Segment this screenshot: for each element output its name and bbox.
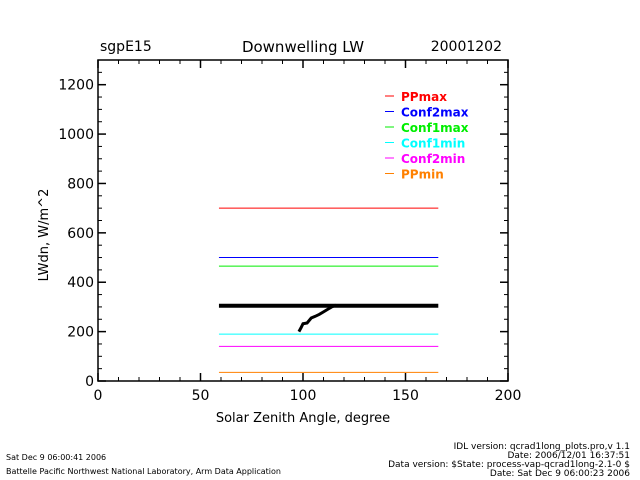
site-label: sgpE15 (100, 39, 152, 55)
x-tick-label: 200 (495, 388, 522, 404)
footer-right-3: Data version: $State: process-vap-qcrad1… (388, 460, 630, 470)
y-tick-label: 1200 (58, 78, 94, 94)
y-tick-label: 200 (67, 325, 94, 341)
x-tick-label: 150 (392, 388, 419, 404)
footer-right-4: Date: Sat Dec 9 06:00:23 2006 (490, 469, 630, 479)
y-tick-label: 1000 (58, 127, 94, 143)
legend-label: Conf2max (401, 106, 469, 120)
y-tick-label: 0 (85, 374, 94, 390)
y-tick-label: 800 (67, 176, 94, 192)
footer-left-1: Sat Dec 9 06:00:41 2006 (6, 453, 106, 462)
x-tick-label: 50 (192, 388, 210, 404)
legend-label: Conf1min (401, 137, 465, 151)
limit-lines (218, 207, 439, 373)
footer-left-2: Battelle Pacific Northwest National Labo… (6, 467, 281, 476)
legend-label: Conf1max (401, 121, 469, 135)
legend-label: Conf2min (401, 152, 465, 166)
chart-title: Downwelling LW (242, 38, 364, 56)
y-tick-label: 600 (67, 226, 94, 242)
legend-label: PPmax (401, 90, 447, 104)
x-axis-label: Solar Zenith Angle, degree (216, 411, 390, 426)
y-axis-label: LWdn, W/m^2 (37, 189, 52, 282)
footer-right-1: IDL version: qcrad1long_plots.pro,v 1.1 (454, 442, 630, 452)
x-tick-label: 0 (94, 388, 103, 404)
x-tick-label: 100 (290, 388, 317, 404)
axes: 0 50 100 150 200 0 200 400 600 800 1000 1200 (58, 59, 522, 404)
date-label: 20001202 (431, 39, 502, 55)
footer-right-2: Date: 2006/12/01 16:37:51 (507, 451, 630, 461)
legend-label: PPmin (401, 168, 444, 182)
data-series-transition (297, 303, 337, 333)
y-tick-label: 400 (67, 275, 94, 291)
